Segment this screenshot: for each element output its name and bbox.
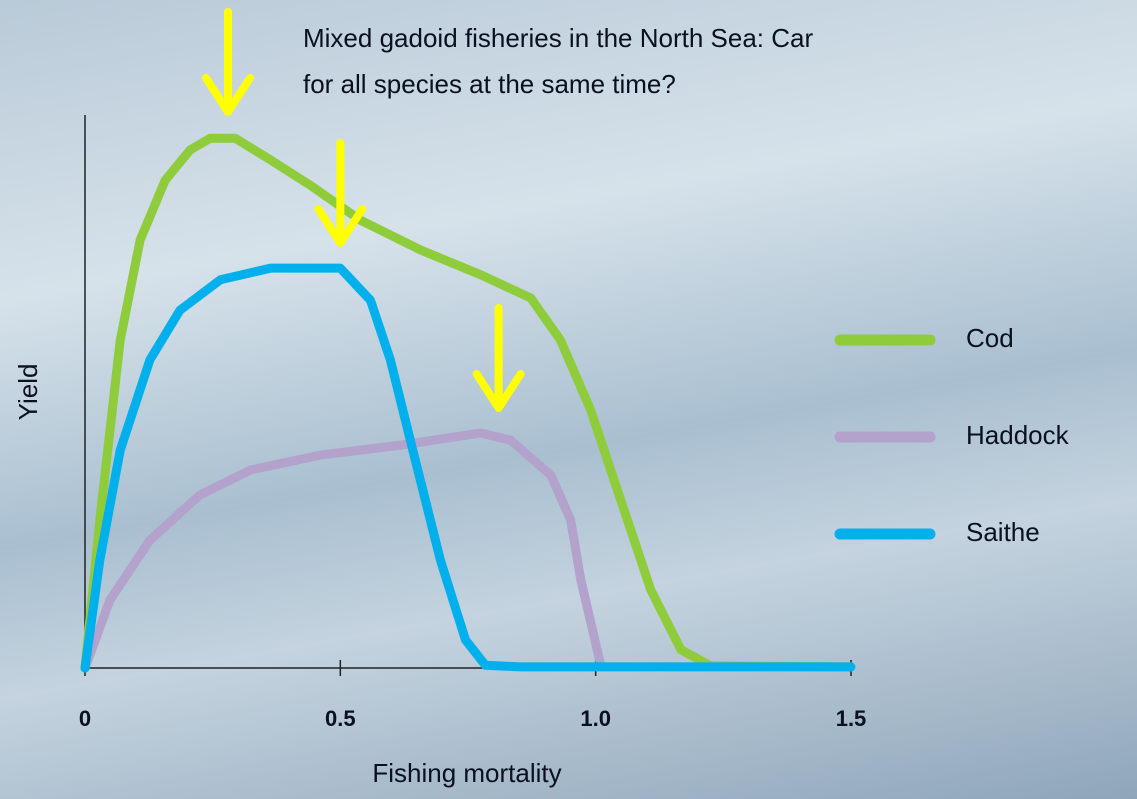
chart: Mixed gadoid fisheries in the North Sea:… [0,0,1137,799]
legend-label: Haddock [966,420,1070,450]
arrow [477,308,521,408]
line [85,138,851,668]
legend-label: Saithe [966,517,1040,547]
legend-label: Cod [966,323,1014,353]
x-axis-label: Fishing mortality [372,758,561,788]
chart-title: Mixed gadoid fisheries in the North Sea:… [303,23,813,53]
line [85,433,601,668]
y-axis-label: Yield [13,364,43,421]
arrow [206,12,250,112]
x-tick-label: 0 [79,706,91,731]
x-tick-label: 1.5 [836,706,867,731]
x-tick-label: 1.0 [580,706,611,731]
chart-subtitle: for all species at the same time? [303,69,676,99]
line [85,268,851,668]
page: Mixed gadoid fisheries in the North Sea:… [0,0,1137,799]
x-tick-label: 0.5 [325,706,356,731]
